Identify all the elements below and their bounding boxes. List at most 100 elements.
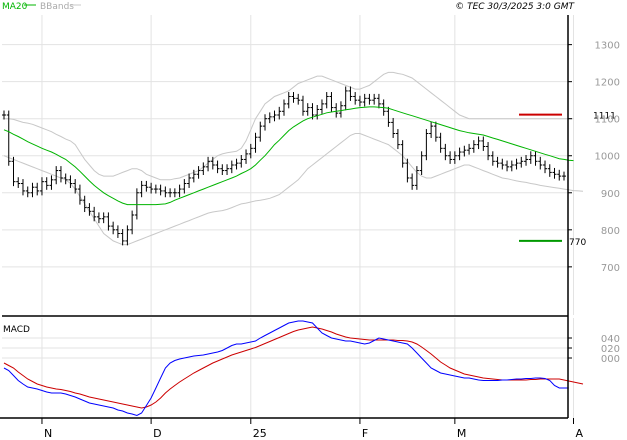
macd-tick-label-2: 000 (601, 354, 620, 365)
x-tick-label-F: F (362, 427, 368, 440)
price-bar-99 (471, 140, 476, 153)
price-bar-86 (410, 173, 415, 190)
price-bar-24 (115, 225, 120, 238)
price-bar-48 (229, 160, 234, 174)
price-bar-89 (424, 129, 429, 161)
price-bar-104 (495, 156, 500, 168)
price-bar-74 (353, 92, 358, 105)
macd-lines (3, 320, 584, 417)
price-bar-37 (177, 184, 182, 198)
price-bar-61 (291, 92, 296, 103)
price-bar-5 (25, 186, 30, 198)
price-bar-77 (367, 93, 372, 105)
price-bar-111 (528, 151, 533, 164)
price-bar-36 (172, 188, 177, 198)
price-bar-46 (220, 164, 225, 175)
price-bar-110 (524, 155, 529, 166)
price-bar-117 (557, 169, 562, 181)
price-bar-1 (6, 110, 11, 166)
price-bar-85 (405, 158, 410, 183)
price-bar-18 (87, 203, 92, 216)
price-bar-78 (372, 93, 377, 105)
x-tick-label-25: 25 (253, 427, 267, 440)
price-bar-64 (305, 103, 310, 116)
price-tick-label-900: 900 (601, 189, 620, 200)
price-bar-107 (509, 160, 514, 172)
price-bar-109 (519, 156, 524, 168)
price-bar-50 (239, 155, 244, 168)
price-bar-69 (329, 92, 334, 113)
x-tick-label-A: A (575, 427, 583, 440)
price-bar-66 (315, 105, 320, 120)
price-bar-83 (395, 129, 400, 150)
bb-upper-line (4, 71, 574, 181)
legend-ma20: MA20 (2, 2, 28, 12)
price-tick-label-700: 700 (601, 263, 620, 274)
price-bar-118 (562, 171, 566, 181)
price-bar-115 (547, 164, 552, 177)
price-bar-21 (101, 212, 106, 224)
price-bar-96 (457, 147, 462, 161)
price-bar-42 (201, 162, 206, 175)
price-bar-71 (338, 101, 343, 118)
price-bar-108 (514, 158, 519, 170)
price-bar-8 (39, 177, 44, 196)
price-bar-12 (58, 166, 63, 183)
price-bar-73 (348, 86, 353, 101)
price-bar-32 (153, 184, 158, 194)
price-bar-47 (225, 164, 230, 175)
macd-grid (2, 318, 574, 418)
macd-line (3, 320, 569, 417)
price-bar-20 (96, 212, 101, 224)
price-bar-63 (300, 95, 305, 116)
price-tick-label-1200: 1200 (595, 78, 620, 89)
price-bar-57 (272, 110, 277, 122)
macd-tick-label-1: 020 (601, 344, 620, 355)
price-bar-0 (2, 110, 6, 120)
price-bar-100 (476, 136, 481, 150)
price-grid (2, 15, 574, 315)
signal-line (3, 326, 584, 409)
price-bar-22 (106, 212, 111, 231)
price-bar-40 (191, 169, 196, 183)
price-bar-3 (16, 177, 21, 188)
price-tick-label-1300: 1300 (595, 41, 620, 52)
price-bar-4 (20, 179, 25, 196)
ma20-polyline (3, 106, 574, 206)
price-bar-49 (234, 158, 239, 170)
price-bar-56 (267, 112, 272, 124)
macd-title: MACD (3, 325, 30, 335)
price-bar-7 (35, 182, 40, 196)
price-bar-91 (433, 121, 438, 142)
price-tick-label-1100: 1100 (595, 115, 620, 126)
price-bar-19 (92, 206, 97, 222)
x-tick-label-M: M (457, 427, 467, 440)
price-bar-26 (125, 225, 130, 246)
price-bar-102 (486, 142, 491, 161)
price-bar-31 (149, 182, 154, 194)
price-bar-52 (248, 143, 253, 159)
x-tick-label-D: D (153, 427, 161, 440)
price-bar-11 (54, 166, 59, 185)
price-bar-93 (443, 143, 448, 161)
price-bar-29 (139, 180, 144, 198)
price-bar-30 (144, 180, 149, 192)
price-bar-54 (258, 121, 263, 142)
legend-bbands: BBands (40, 2, 74, 12)
price-bar-88 (419, 151, 424, 175)
price-tick-label-1000: 1000 (595, 152, 620, 163)
price-bar-23 (111, 221, 116, 235)
price-bar-94 (448, 151, 453, 164)
price-bar-79 (376, 93, 381, 109)
price-bar-97 (462, 145, 467, 157)
price-bar-81 (386, 106, 391, 127)
price-bar-55 (263, 114, 268, 131)
price-bar-13 (63, 173, 68, 185)
price-bar-43 (206, 156, 211, 172)
price-bar-38 (182, 179, 187, 194)
price-tick-label-800: 800 (601, 226, 620, 237)
bb-lower-line (3, 133, 584, 246)
price-bar-59 (282, 99, 286, 116)
